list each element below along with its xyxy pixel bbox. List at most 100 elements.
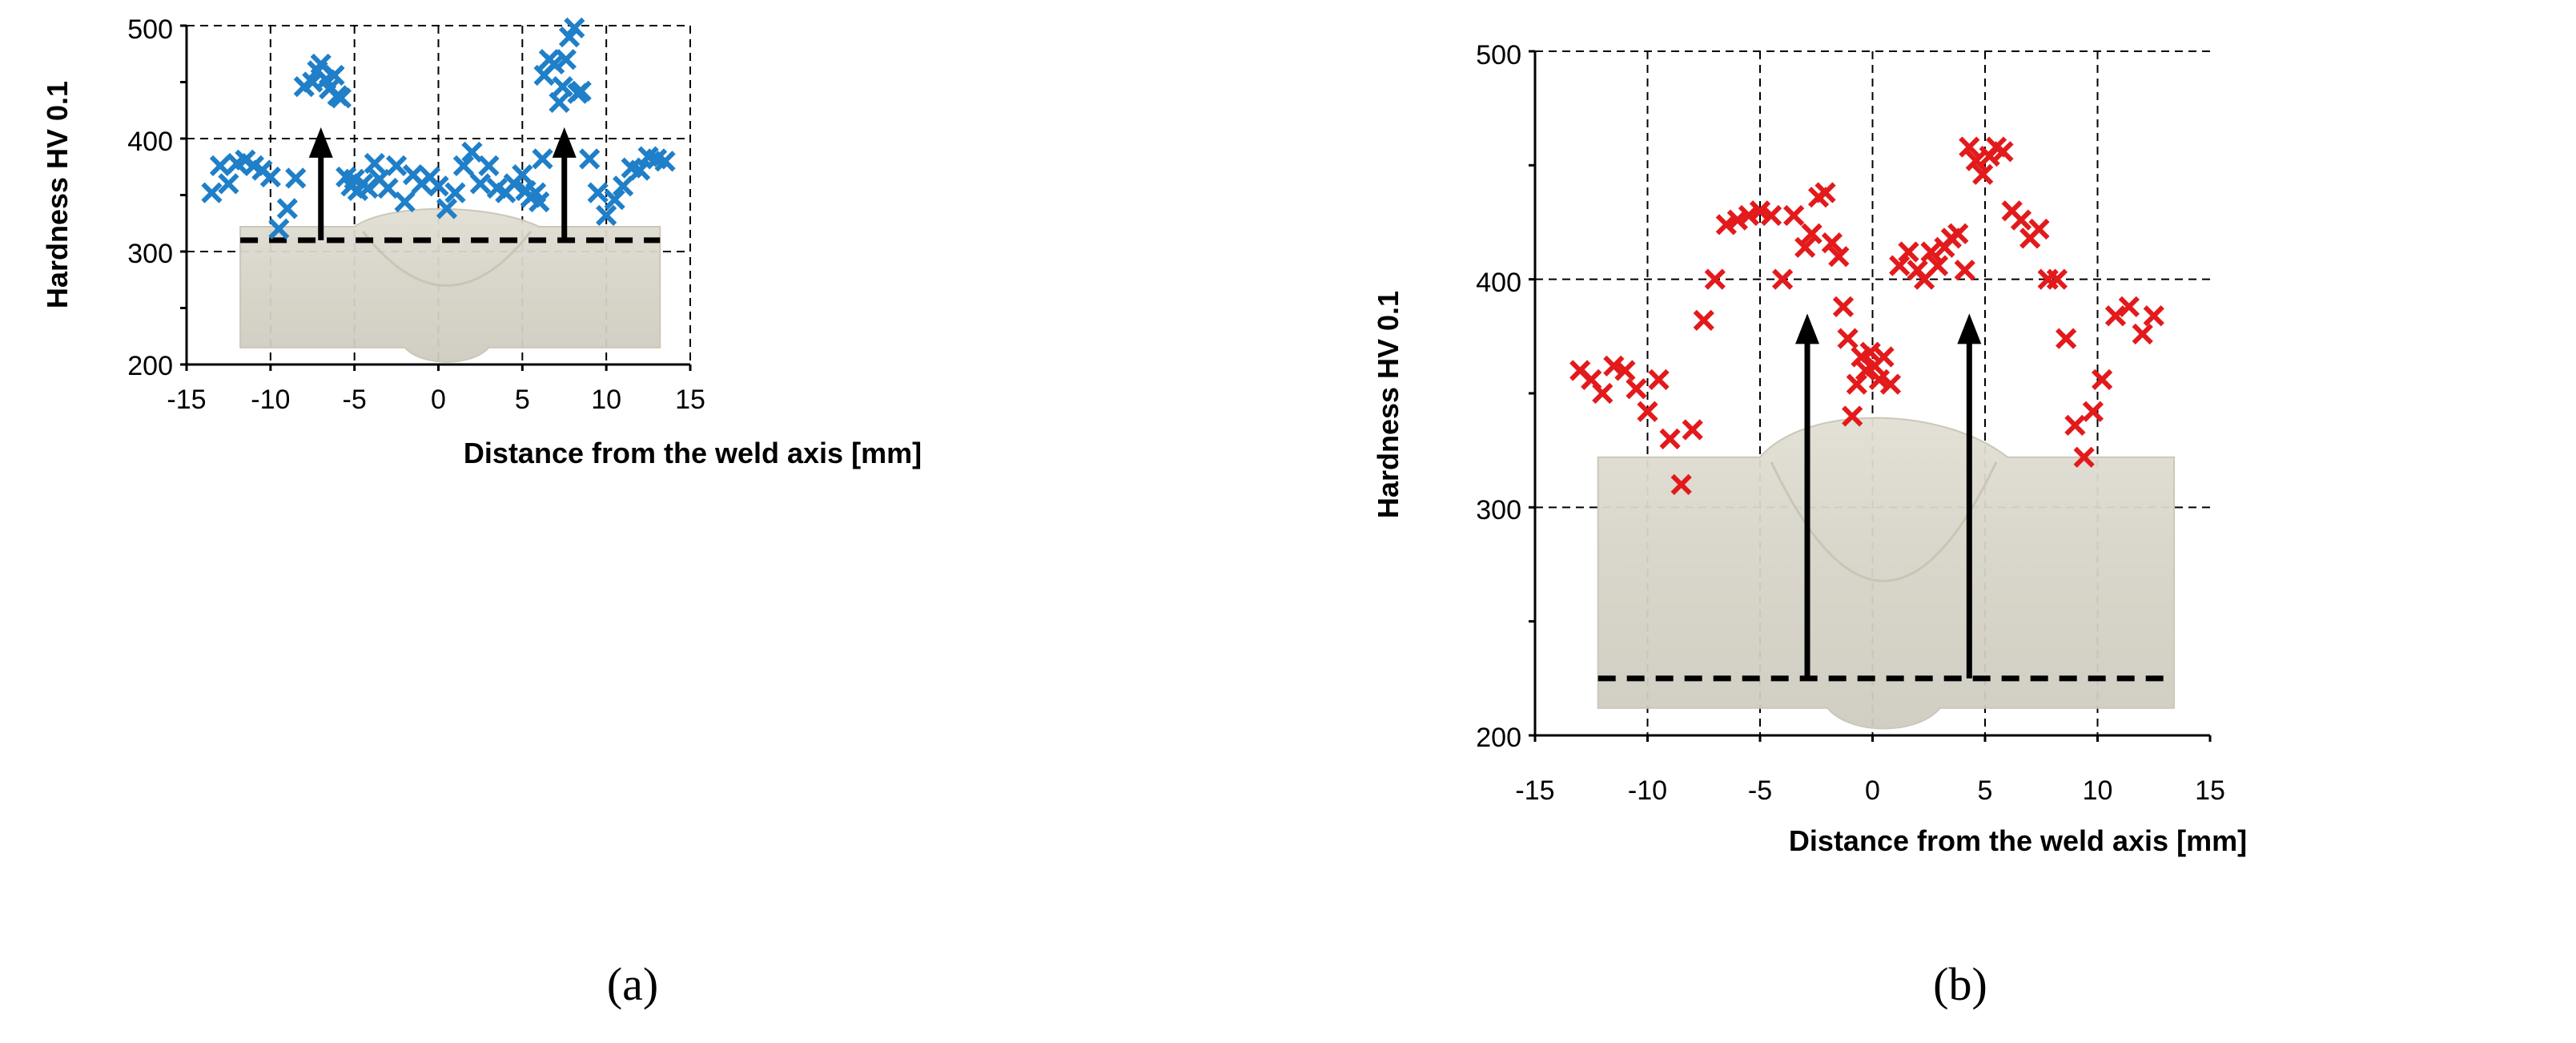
data-point-stroke: [1898, 241, 1919, 263]
data-point-stroke: [478, 155, 500, 176]
data-point-stroke: [1992, 141, 2014, 163]
data-point-stroke: [324, 64, 345, 87]
data-point-stroke: [1842, 405, 1863, 427]
data-point: [1821, 232, 1843, 254]
data-point-stroke: [1715, 214, 1737, 236]
data-point-stroke: [2143, 305, 2164, 327]
x-tick-a-15: 15: [675, 385, 705, 415]
data-point: [1889, 255, 1911, 276]
data-point-stroke: [1873, 346, 1895, 368]
data-point: [2104, 305, 2127, 327]
data-point-stroke: [1965, 150, 1987, 171]
data-point: [377, 177, 399, 199]
data-point: [2073, 446, 2095, 468]
data-point-stroke: [276, 198, 298, 219]
data-point: [1592, 382, 1614, 405]
data-point-stroke: [1832, 296, 1855, 317]
data-point: [461, 141, 483, 163]
data-point: [1927, 255, 1949, 276]
data-point: [1726, 209, 1749, 231]
data-point-stroke: [1920, 241, 1942, 263]
data-point: [1738, 204, 1760, 227]
data-point: [268, 218, 290, 240]
data-point: [1898, 241, 1919, 263]
data-point-stroke: [1648, 368, 1670, 391]
x-tick-a-neg5: -5: [343, 385, 367, 415]
data-point-stroke: [621, 157, 642, 179]
weld-plate: [1597, 417, 2176, 730]
data-point-stroke: [385, 155, 408, 176]
data-point: [1794, 236, 1816, 258]
data-point-stroke: [1614, 360, 1636, 381]
scatter-points-b: [1569, 136, 2164, 495]
arrow-head-1: [1957, 313, 1982, 344]
data-point: [552, 76, 573, 98]
weld-cross-section-a: [239, 207, 661, 363]
data-point: [2132, 323, 2153, 345]
data-point: [1959, 136, 1980, 158]
data-point: [1749, 200, 1771, 222]
data-point-stroke: [330, 87, 352, 109]
data-point: [1659, 428, 1681, 450]
data-point: [259, 166, 281, 188]
data-point-stroke: [2132, 323, 2153, 345]
y-axis-title-a: Hardness HV 0.1: [41, 81, 74, 308]
data-point: [1947, 223, 1969, 244]
data-point-stroke: [532, 148, 553, 170]
data-point-stroke: [1868, 368, 1891, 391]
data-point-stroke: [1581, 368, 1602, 391]
x-tick-a-0: 0: [431, 385, 446, 415]
data-point: [1637, 401, 1658, 422]
data-point: [452, 155, 475, 176]
data-point: [385, 155, 408, 176]
annotations-b: [1597, 313, 2175, 682]
data-point: [285, 167, 307, 189]
data-point: [579, 148, 601, 170]
data-point-stroke: [579, 148, 601, 170]
x-tick-b-0: 0: [1865, 775, 1880, 806]
data-point: [1801, 223, 1822, 244]
arrow-head-1: [552, 127, 577, 158]
data-point-stroke: [2091, 368, 2113, 391]
data-point-stroke: [587, 182, 609, 203]
data-point-stroke: [654, 151, 676, 172]
data-point-stroke: [1693, 309, 1714, 332]
data-point-stroke: [444, 182, 466, 203]
data-point: [428, 175, 449, 197]
data-point-stroke: [1569, 360, 1591, 381]
axes-b: [1529, 50, 2212, 742]
weld-fusion-line: [1770, 461, 1998, 582]
data-point-stroke: [1959, 136, 1980, 158]
panel-label-b: (b): [1933, 958, 1987, 1010]
data-point-stroke: [364, 152, 385, 175]
data-point-stroke: [1670, 473, 1692, 495]
data-point-stroke: [1637, 401, 1658, 422]
data-point-stroke: [1972, 163, 1994, 185]
data-point: [1920, 241, 1942, 263]
data-point: [1828, 246, 1850, 268]
data-point: [218, 173, 239, 195]
data-point: [2028, 218, 2050, 240]
data-point-stroke: [302, 71, 324, 93]
data-point-stroke: [512, 163, 533, 186]
data-point-stroke: [2064, 414, 2086, 436]
y-tick-a-300: 300: [127, 239, 173, 269]
data-point: [444, 182, 466, 203]
data-point-stroke: [1821, 232, 1843, 254]
data-point-stroke: [1846, 373, 1867, 395]
data-point: [394, 191, 416, 213]
data-point-stroke: [1801, 223, 1822, 244]
panel-label-a: (a): [607, 958, 658, 1010]
data-point: [1859, 341, 1881, 363]
data-point: [1868, 368, 1891, 391]
data-point-stroke: [1814, 182, 1836, 203]
data-point-stroke: [285, 167, 307, 189]
data-point-stroke: [544, 53, 565, 75]
data-point: [1879, 373, 1902, 395]
y-tick-b-300: 300: [1476, 495, 1521, 526]
data-point-stroke: [555, 49, 577, 70]
data-point-stroke: [259, 166, 281, 188]
data-point: [1965, 150, 1987, 171]
data-point: [364, 152, 385, 175]
data-point: [1682, 419, 1703, 441]
